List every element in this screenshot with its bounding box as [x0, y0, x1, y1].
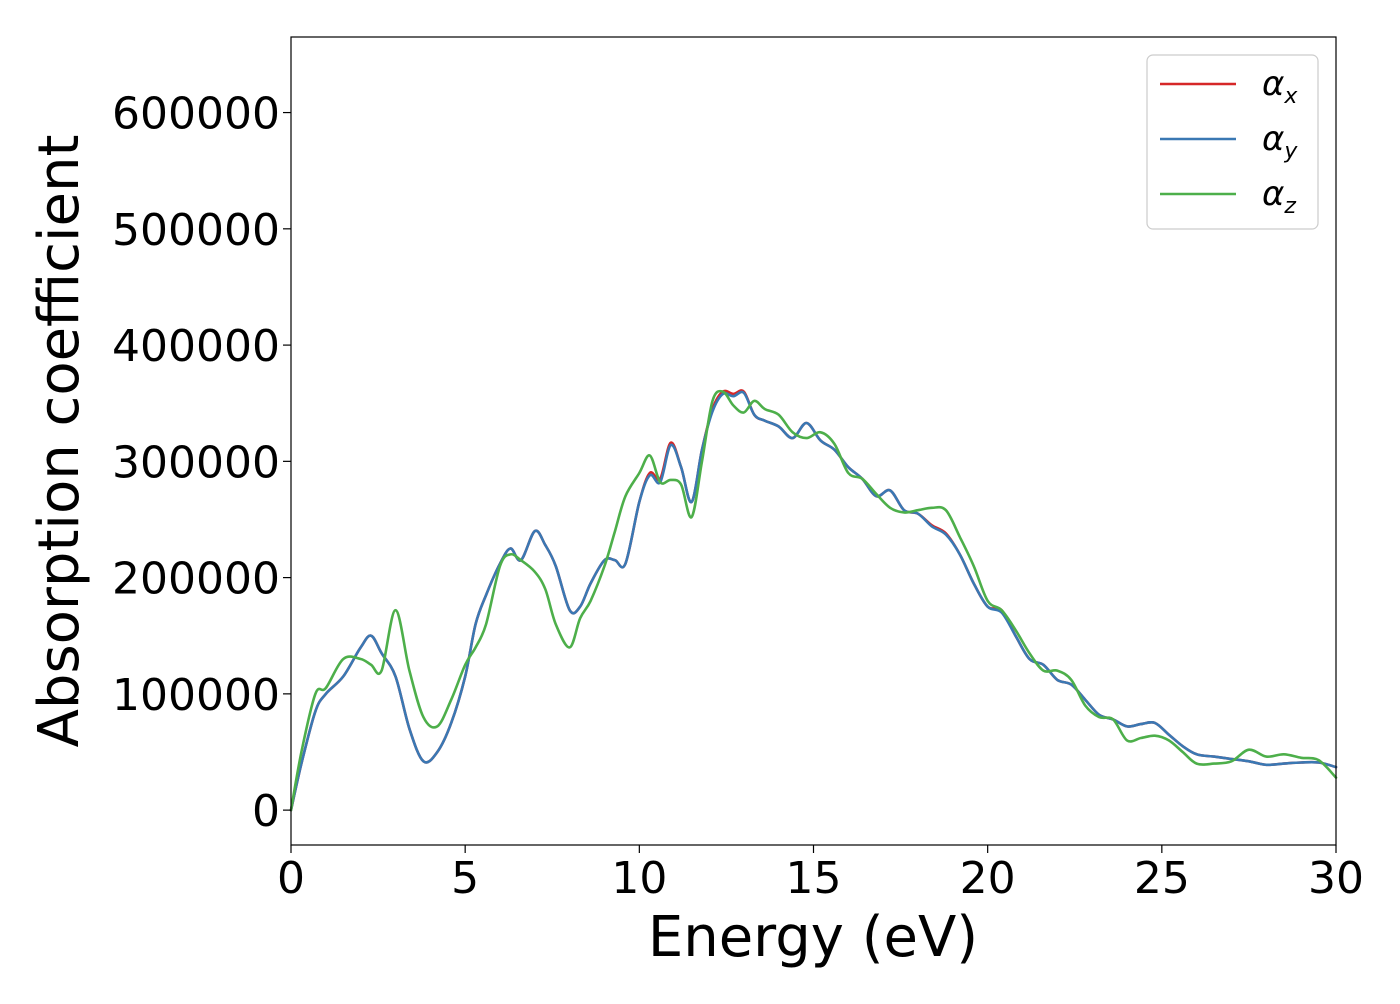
- y-axis-title: Absorption coefficient: [27, 135, 92, 748]
- series-line-y: [289, 390, 1338, 812]
- y-tick-label: 100000: [112, 670, 280, 721]
- y-tick-label: 200000: [112, 554, 280, 605]
- series-line-z: [289, 389, 1338, 812]
- series-layer: [289, 389, 1338, 812]
- x-tick-label: 25: [1134, 853, 1190, 904]
- x-tick-label: 30: [1308, 853, 1364, 904]
- x-axis-ticks: 0 5 10 15 20 25 30: [277, 845, 1364, 904]
- y-tick-label: 400000: [112, 321, 280, 372]
- y-tick-label: 0: [252, 786, 280, 837]
- x-axis-title: Energy (eV): [648, 905, 978, 970]
- x-tick-label: 5: [451, 853, 479, 904]
- y-tick-label: 600000: [112, 89, 280, 140]
- y-tick-label: 500000: [112, 205, 280, 256]
- y-tick-label: 300000: [112, 437, 280, 488]
- y-axis-ticks: 0 100000 200000 300000 400000 500000 600000: [112, 89, 291, 837]
- legend-label-x: αx: [1262, 64, 1298, 109]
- legend-box: [1146, 54, 1319, 230]
- x-tick-label: 0: [277, 853, 305, 904]
- x-tick-label: 10: [611, 853, 667, 904]
- x-tick-label: 15: [786, 853, 842, 904]
- series-line-x: [289, 389, 1338, 812]
- legend-label-y: αy: [1262, 119, 1298, 164]
- x-tick-label: 20: [960, 853, 1016, 904]
